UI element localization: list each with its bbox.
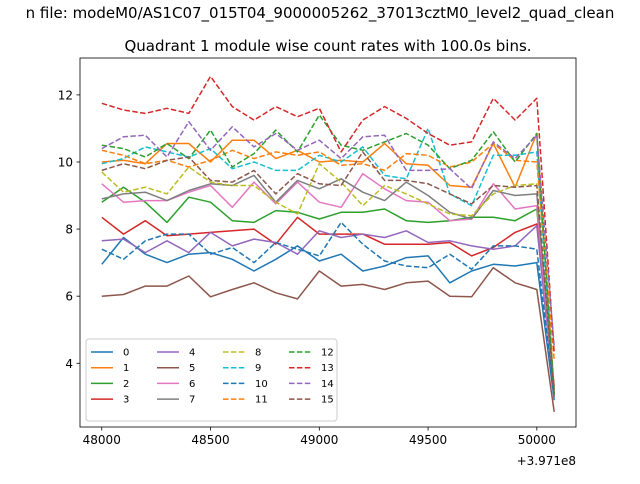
legend-label-8: 8 bbox=[255, 348, 261, 359]
legend-label-1: 1 bbox=[123, 363, 129, 374]
legend-label-11: 11 bbox=[255, 395, 268, 406]
x-tick-label: 48000 bbox=[83, 433, 121, 447]
legend-label-6: 6 bbox=[189, 379, 195, 390]
series-line-14 bbox=[101, 120, 555, 347]
y-tick-label: 12 bbox=[58, 88, 73, 102]
x-offset-label: +3.971e8 bbox=[517, 454, 576, 468]
series-line-5 bbox=[101, 266, 555, 413]
series-line-4 bbox=[101, 224, 555, 396]
y-tick-label: 4 bbox=[65, 357, 73, 371]
chart-title: Quadrant 1 module wise count rates with … bbox=[124, 37, 531, 55]
figure-suptitle: n file: modeM0/AS1C07_015T04_9000005262_… bbox=[25, 4, 615, 22]
x-tick-label: 50000 bbox=[518, 433, 556, 447]
y-tick-label: 10 bbox=[58, 155, 73, 169]
plot-area bbox=[101, 75, 555, 413]
series-line-2 bbox=[101, 186, 555, 394]
series-line-10 bbox=[101, 221, 555, 396]
legend-box bbox=[85, 338, 338, 422]
series-line-6 bbox=[101, 172, 555, 397]
x-tick-label: 49500 bbox=[409, 433, 447, 447]
legend-label-7: 7 bbox=[189, 395, 195, 406]
axes-frame bbox=[79, 57, 577, 428]
y-tick-label: 6 bbox=[65, 290, 73, 304]
legend-label-2: 2 bbox=[123, 379, 129, 390]
legend-label-13: 13 bbox=[321, 363, 334, 374]
legend-label-4: 4 bbox=[189, 348, 195, 359]
series-line-8 bbox=[101, 162, 555, 396]
legend-label-14: 14 bbox=[321, 379, 334, 390]
legend-label-3: 3 bbox=[123, 395, 129, 406]
x-tick-label: 48500 bbox=[191, 433, 229, 447]
legend-label-0: 0 bbox=[123, 348, 129, 359]
series-line-11 bbox=[101, 142, 555, 360]
y-tick-label: 8 bbox=[65, 223, 73, 237]
legend-label-9: 9 bbox=[255, 363, 261, 374]
series-line-13 bbox=[101, 75, 555, 354]
x-tick-label: 49000 bbox=[300, 433, 338, 447]
series-line-15 bbox=[101, 151, 555, 397]
legend-label-15: 15 bbox=[321, 395, 334, 406]
legend-label-5: 5 bbox=[189, 363, 195, 374]
legend-label-12: 12 bbox=[321, 348, 334, 359]
series-line-0 bbox=[101, 236, 555, 401]
legend-label-10: 10 bbox=[255, 379, 268, 390]
